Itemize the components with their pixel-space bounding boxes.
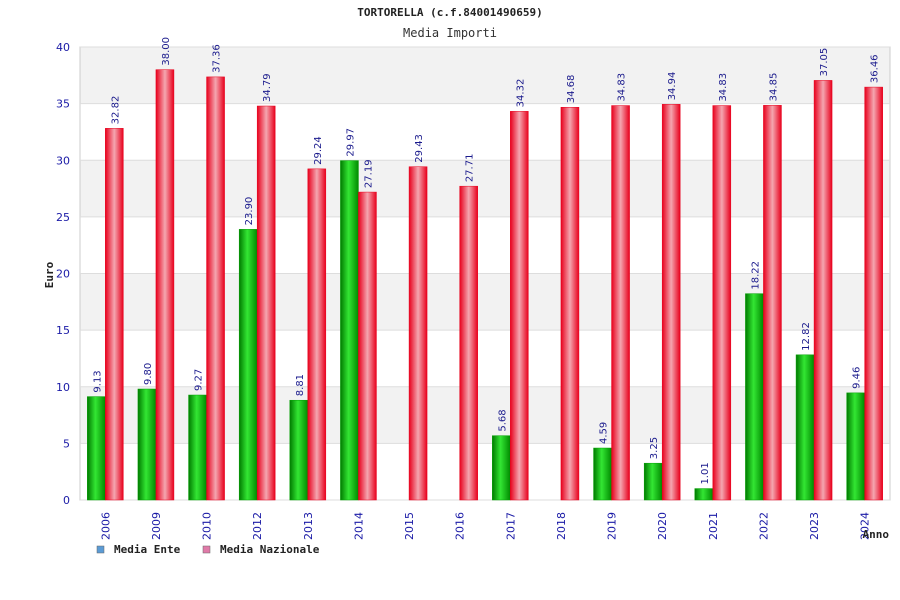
data-label-media-nazionale-2021: 34.83 [718, 73, 729, 102]
bar-media-ente-2012 [238, 229, 258, 501]
bar-media-ente-2023 [795, 354, 815, 501]
x-tick-label-2016: 2016 [454, 512, 467, 540]
bar-media-ente-2020 [643, 462, 663, 501]
data-label-media-ente-2019: 4.59 [599, 422, 610, 444]
x-tick-label-2020: 2020 [656, 512, 669, 540]
legend: Media Ente Media Nazionale [96, 543, 320, 556]
data-label-media-ente-2010: 9.27 [194, 369, 205, 391]
x-tick-label-2018: 2018 [555, 512, 568, 540]
y-tick-label: 10 [56, 381, 70, 394]
data-label-media-ente-2017: 5.68 [497, 409, 508, 431]
bar-media-ente-2006 [87, 396, 106, 501]
x-tick-label-2012: 2012 [251, 512, 264, 540]
data-label-media-ente-2022: 18.22 [750, 261, 761, 290]
data-label-media-nazionale-2023: 37.05 [819, 48, 830, 77]
bar-media-ente-2024 [846, 392, 865, 501]
x-axis-ticks: 2006 2009 2010 2012 2013 2014 2015 2016 2017 2018… [99, 512, 871, 540]
bar-media-nazionale-2016 [459, 185, 478, 501]
x-axis-label: Anno [863, 528, 890, 541]
data-label-media-nazionale-2009: 38.00 [161, 37, 172, 66]
y-tick-label: 25 [56, 211, 70, 224]
data-label-media-nazionale-2020: 34.94 [667, 72, 678, 101]
bar-media-nazionale-2013 [307, 168, 327, 501]
data-label-media-nazionale-2016: 27.71 [465, 154, 476, 183]
bar-media-nazionale-2023 [813, 80, 833, 501]
x-tick-label-2023: 2023 [808, 512, 821, 540]
legend-swatch-media-ente [96, 545, 105, 554]
bar-media-ente-2014 [340, 160, 359, 501]
data-label-media-nazionale-2017: 34.32 [515, 79, 526, 108]
data-label-media-nazionale-2019: 34.83 [617, 73, 628, 102]
data-label-media-ente-2021: 1.01 [700, 462, 711, 484]
bar-media-nazionale-2020 [661, 104, 681, 501]
y-tick-label: 0 [63, 494, 70, 507]
bars [87, 69, 883, 501]
x-tick-label-2010: 2010 [201, 512, 214, 540]
y-tick-label: 20 [56, 268, 70, 281]
data-labels: 9.13 32.82 9.80 38.00 9.27 37.36 23.90 34.79 8.8… [92, 37, 880, 485]
data-label-media-ente-2024: 9.46 [852, 367, 863, 389]
data-label-media-ente-2013: 8.81 [295, 374, 306, 396]
bar-media-nazionale-2019 [611, 105, 630, 501]
x-tick-label-2013: 2013 [302, 512, 315, 540]
x-tick-label-2009: 2009 [150, 512, 163, 540]
y-tick-label: 40 [56, 41, 70, 54]
bar-media-ente-2019 [593, 447, 612, 501]
x-tick-label-2014: 2014 [352, 512, 365, 540]
y-tick-label: 5 [63, 437, 70, 450]
bar-media-nazionale-2010 [206, 76, 225, 501]
data-label-media-nazionale-2024: 36.46 [870, 54, 881, 83]
bar-media-nazionale-2018 [560, 106, 580, 501]
data-label-media-nazionale-2014: 27.19 [363, 159, 374, 188]
bar-media-nazionale-2014 [358, 191, 377, 501]
bar-media-ente-2013 [289, 399, 309, 501]
x-tick-label-2019: 2019 [606, 512, 619, 540]
legend-label-media-nazionale: Media Nazionale [220, 543, 320, 556]
y-tick-label: 30 [56, 154, 70, 167]
x-tick-label-2022: 2022 [757, 512, 770, 540]
y-tick-label: 15 [56, 324, 70, 337]
bar-media-nazionale-2022 [763, 105, 782, 501]
data-label-media-nazionale-2012: 34.79 [262, 73, 273, 102]
data-label-media-ente-2009: 9.80 [143, 363, 154, 385]
y-axis-label: Euro [43, 261, 56, 288]
bar-media-nazionale-2021 [712, 105, 732, 501]
data-label-media-nazionale-2022: 34.85 [768, 73, 779, 102]
chart-title: TORTORELLA (c.f.84001490659) [357, 6, 542, 19]
data-label-media-nazionale-2015: 29.43 [414, 134, 425, 163]
data-label-media-ente-2012: 23.90 [244, 197, 255, 226]
bar-media-ente-2021 [694, 488, 714, 501]
bar-media-nazionale-2015 [408, 166, 428, 501]
x-tick-label-2021: 2021 [707, 512, 720, 540]
bar-media-ente-2022 [745, 293, 764, 501]
x-tick-label-2015: 2015 [403, 512, 416, 540]
data-label-media-ente-2023: 12.82 [801, 322, 812, 351]
bar-media-nazionale-2012 [256, 105, 276, 501]
chart-subtitle: Media Importi [403, 26, 497, 40]
x-tick-label-2006: 2006 [99, 512, 112, 540]
bar-media-ente-2017 [492, 435, 511, 501]
bar-media-ente-2010 [188, 394, 207, 501]
legend-swatch-media-nazionale [202, 545, 211, 554]
data-label-media-ente-2014: 29.97 [345, 128, 356, 157]
x-tick-label-2024: 2024 [859, 512, 872, 540]
bar-media-nazionale-2006 [105, 128, 124, 501]
data-label-media-nazionale-2013: 29.24 [313, 136, 324, 165]
data-label-media-ente-2006: 9.13 [92, 370, 103, 392]
bar-media-nazionale-2009 [155, 69, 175, 501]
bar-media-nazionale-2024 [864, 86, 883, 501]
data-label-media-nazionale-2010: 37.36 [212, 44, 223, 73]
data-label-media-nazionale-2006: 32.82 [110, 96, 121, 125]
data-label-media-ente-2020: 3.25 [649, 437, 660, 459]
y-tick-label: 35 [56, 98, 70, 111]
bar-media-nazionale-2017 [510, 111, 529, 501]
data-label-media-nazionale-2018: 34.68 [566, 75, 577, 104]
y-axis-ticks: 0 5 10 15 20 25 30 35 40 [56, 41, 70, 507]
x-tick-label-2017: 2017 [504, 512, 517, 540]
bar-media-ente-2009 [137, 388, 157, 501]
legend-label-media-ente: Media Ente [114, 543, 181, 556]
